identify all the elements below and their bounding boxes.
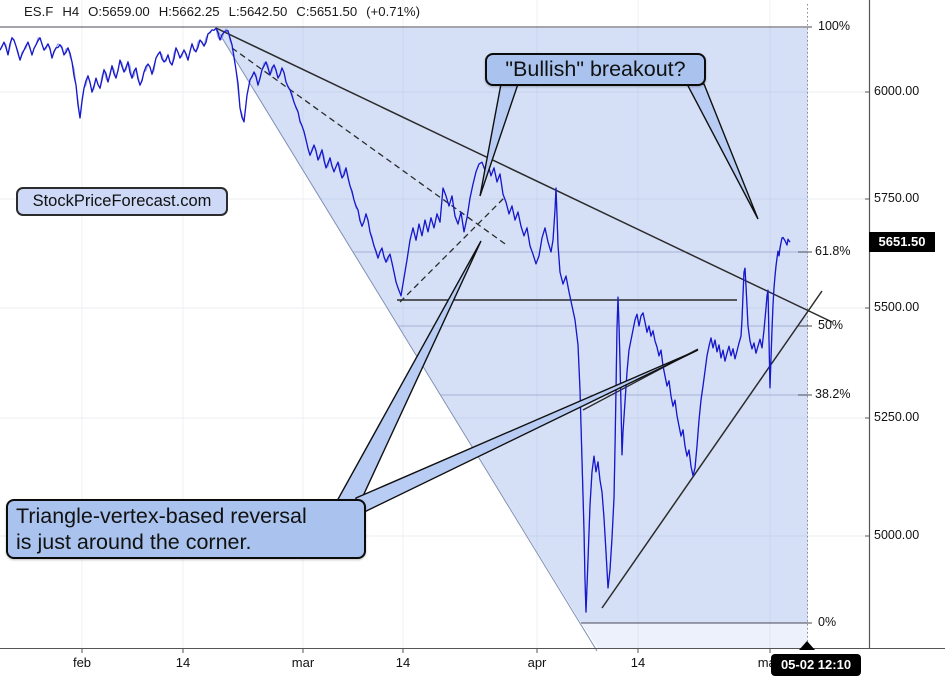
fib-level-label: 61.8% [815, 244, 851, 258]
annotation-line-1: Triangle-vertex-based reversal [16, 504, 307, 528]
timeframe-label: H4 [62, 4, 80, 19]
price-axis-label: 5000.00 [874, 528, 920, 542]
symbol-label: ES.F [24, 4, 54, 19]
price-axis-label: 6000.00 [874, 84, 920, 98]
fib-level-label: 0% [818, 615, 837, 629]
annotation-bullish-breakout[interactable]: "Bullish" breakout? [485, 53, 706, 86]
fib-level-label: 38.2% [815, 387, 851, 401]
date-axis-label: feb [72, 655, 92, 670]
price-axis-label: 5750.00 [874, 191, 920, 205]
annotation-line-2: is just around the corner. [16, 530, 252, 554]
date-axis-label: apr [527, 655, 547, 670]
open-value: O:5659.00 [88, 4, 150, 19]
fib-level-label: 50% [818, 318, 844, 332]
date-axis-label: 14 [395, 655, 411, 670]
high-value: H:5662.25 [158, 4, 220, 19]
date-axis-label: 14 [175, 655, 191, 670]
brand-watermark-box: StockPriceForecast.com [16, 187, 228, 216]
change-percent: (+0.71%) [366, 4, 421, 19]
ohlc-header: ES.F H4 O:5659.00 H:5662.25 L:5642.50 C:5651.… [24, 4, 429, 19]
close-value: C:5651.50 [296, 4, 358, 19]
date-axis-label: mar [291, 655, 315, 670]
crosshair-time-tooltip: 05-02 12:10 [771, 654, 861, 676]
date-axis-label: 14 [630, 655, 646, 670]
price-axis-label: 5500.00 [874, 300, 920, 314]
last-price-badge: 5651.50 [869, 232, 935, 253]
annotation-triangle-vertex-reversal[interactable]: Triangle-vertex-based reversal is just a… [6, 499, 366, 559]
crosshair-pointer-icon [799, 641, 815, 650]
price-axis-label: 5250.00 [874, 410, 920, 424]
fib-level-label: 100% [818, 19, 850, 33]
low-value: L:5642.50 [228, 4, 288, 19]
